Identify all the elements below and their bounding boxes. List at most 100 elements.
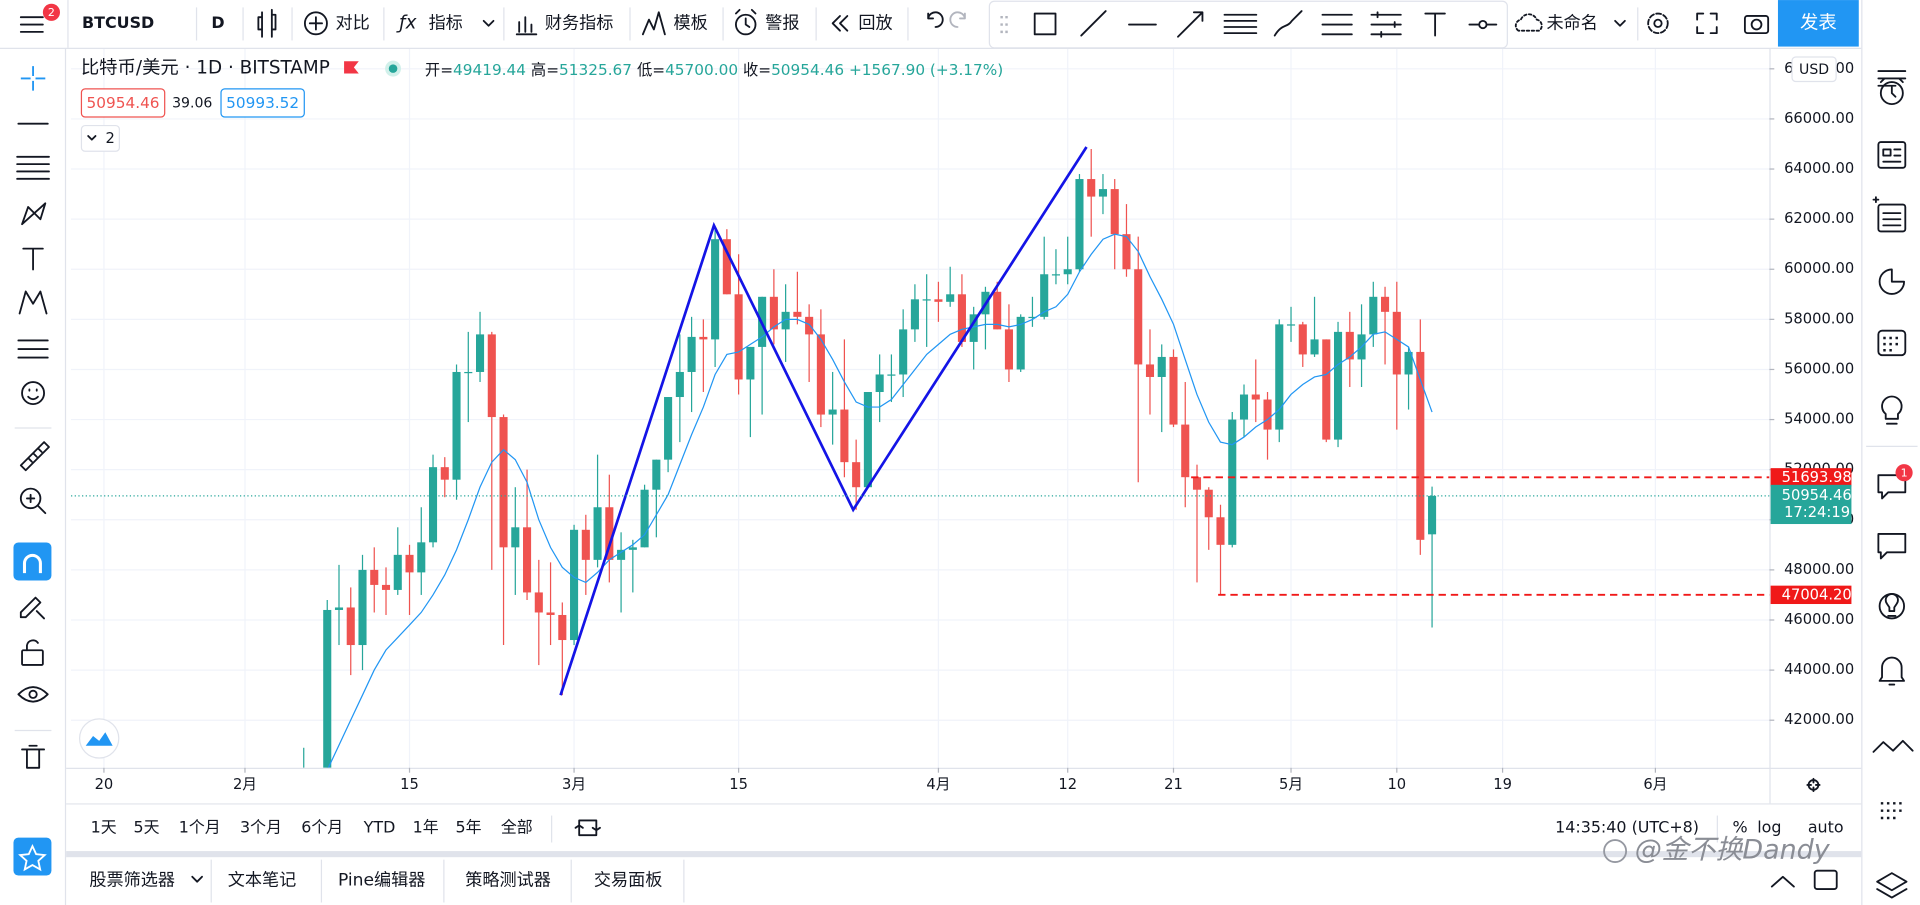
alert[interactable]: 警报 [765, 13, 799, 33]
lock-shackle [26, 639, 39, 652]
bid-price[interactable]: 50954.46 [87, 94, 160, 112]
magnet-tool[interactable] [13, 542, 52, 581]
range-button[interactable]: 3个月 [240, 817, 282, 836]
messages-icon[interactable] [1877, 533, 1907, 560]
layers-icon[interactable] [1876, 872, 1908, 899]
brush-tool[interactable] [1273, 10, 1303, 37]
ideas-icon[interactable] [1881, 395, 1903, 425]
visibility-tool[interactable] [17, 686, 49, 703]
open-value: 49419.44 [453, 60, 526, 78]
range-button[interactable]: 1天 [91, 817, 117, 836]
data-window-icon[interactable] [1877, 203, 1907, 233]
panel-tab[interactable]: 策略测试器 [465, 870, 551, 890]
watermark-logo [1603, 839, 1628, 864]
menu-button[interactable]: 2 [19, 3, 60, 33]
layout-name[interactable]: 未命名 [1547, 13, 1598, 33]
panel-tab[interactable]: Pine编辑器 [338, 870, 425, 890]
y-tick-label: 48000.00 [1784, 561, 1854, 578]
percent-toggle[interactable]: % [1732, 817, 1747, 836]
range-button[interactable]: YTD [363, 817, 396, 836]
watchlist-icon[interactable] [1877, 70, 1907, 87]
indicators-dropdown[interactable] [482, 19, 495, 27]
alerts-icon[interactable] [1879, 81, 1904, 106]
crosshair-tool[interactable] [20, 66, 46, 91]
financials-icon[interactable] [515, 16, 538, 36]
maximize-panel[interactable] [1813, 869, 1838, 890]
trendline-tool[interactable] [1080, 10, 1107, 37]
replay[interactable]: 回放 [858, 13, 892, 33]
hotlist-icon[interactable] [1878, 268, 1905, 295]
range-button[interactable]: 6个月 [301, 817, 343, 836]
compare[interactable]: 对比 [336, 13, 370, 33]
flag-icon[interactable] [344, 61, 359, 74]
fx-icon[interactable]: ƒx [396, 12, 417, 33]
range-button[interactable]: 全部 [501, 817, 533, 836]
publish-label[interactable]: 发表 [1800, 12, 1837, 33]
buy-button[interactable] [220, 88, 305, 118]
indicators-toggle[interactable] [80, 124, 120, 152]
panel-tab[interactable]: 股票筛选器 [89, 870, 175, 890]
draw-mode-tool[interactable] [19, 596, 45, 620]
compare-icon[interactable] [303, 11, 328, 36]
delete-tool[interactable] [21, 744, 45, 769]
undo-icon[interactable] [927, 11, 944, 28]
financials[interactable]: 财务指标 [545, 13, 614, 33]
chart-style-icon[interactable] [257, 8, 277, 38]
goto-date-icon[interactable] [574, 819, 601, 837]
text-tool-left[interactable] [22, 247, 44, 271]
sell-button[interactable] [80, 88, 166, 118]
news-icon[interactable] [1877, 141, 1907, 169]
apps-icon[interactable] [1880, 802, 1902, 820]
templates-icon[interactable] [641, 11, 666, 36]
zoom-tool[interactable] [19, 487, 42, 510]
settings-icon[interactable] [1647, 12, 1669, 35]
ruler-tool[interactable] [19, 441, 50, 472]
replay-icon[interactable] [831, 15, 849, 32]
panel-tab[interactable]: 文本笔记 [228, 870, 297, 890]
calendar-icon[interactable] [1877, 329, 1907, 357]
templates[interactable]: 模板 [673, 13, 707, 33]
candle-body [1239, 394, 1249, 420]
drag-handle[interactable] [1000, 15, 1008, 34]
minimize-icon[interactable] [1872, 739, 1914, 753]
symbol[interactable]: BTCUSD [82, 13, 154, 32]
cloud-icon[interactable] [1514, 13, 1543, 32]
channel-tool[interactable] [1223, 13, 1258, 35]
candle-body [1134, 269, 1143, 365]
favorites-button[interactable] [13, 837, 52, 876]
range-button[interactable]: 5天 [133, 817, 159, 836]
fullscreen-icon[interactable] [1696, 12, 1718, 35]
publish-button[interactable] [1777, 0, 1859, 47]
settings-tool[interactable] [1370, 11, 1402, 38]
alert-icon[interactable] [735, 13, 757, 36]
auto-toggle[interactable]: auto [1808, 817, 1844, 836]
pattern-tool[interactable] [21, 202, 47, 226]
range-button[interactable]: 1年 [413, 817, 439, 836]
emoji-tool[interactable] [21, 381, 45, 406]
range-button[interactable]: 5年 [456, 817, 482, 836]
screener-dropdown[interactable] [191, 875, 203, 883]
lock-tool[interactable] [21, 649, 44, 666]
interval[interactable]: D [211, 13, 224, 32]
indicators[interactable]: 指标 [429, 13, 463, 33]
text-tool[interactable] [1424, 12, 1446, 37]
panel-tab[interactable]: 交易面板 [594, 870, 662, 890]
log-toggle[interactable]: log [1757, 817, 1781, 836]
ask-price[interactable]: 50993.52 [226, 94, 299, 112]
arrow-tool[interactable] [1177, 11, 1204, 38]
snapshot-icon[interactable] [1743, 15, 1770, 35]
prediction-tool[interactable] [17, 339, 49, 359]
candle-body [440, 467, 449, 480]
xabcd-tool[interactable] [18, 290, 48, 315]
collapse-panel[interactable] [1770, 875, 1795, 888]
redo-icon[interactable] [949, 11, 966, 28]
rect-tool[interactable] [1033, 12, 1057, 36]
fib-tool[interactable] [1321, 13, 1353, 36]
range-button[interactable]: 1个月 [179, 817, 221, 836]
pitchfork-tool[interactable] [16, 155, 50, 180]
logo-button[interactable] [78, 718, 120, 759]
notifications-icon[interactable] [1878, 656, 1905, 686]
layout-dropdown[interactable] [1614, 19, 1626, 27]
axis-settings-ring [1807, 779, 1820, 791]
